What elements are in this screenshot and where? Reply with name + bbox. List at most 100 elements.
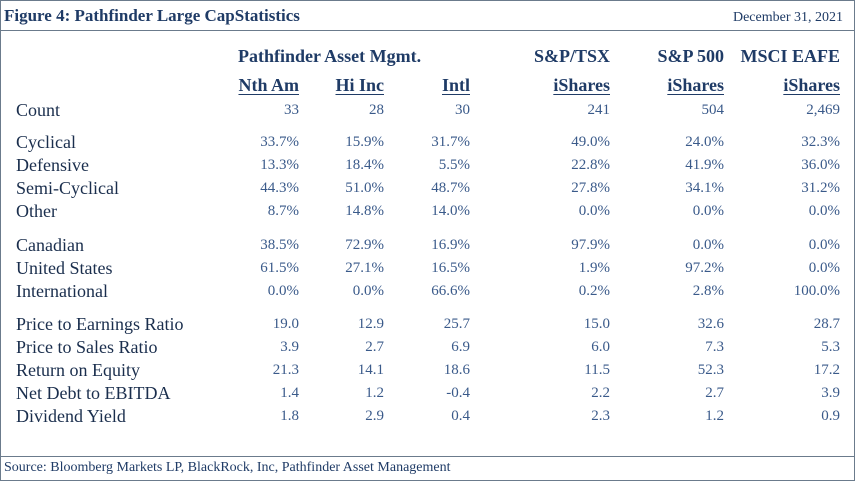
column-header-eafe-ishares: iShares [783, 75, 840, 95]
table-row: Cyclical 33.7% 15.9% 31.7% 49.0% 24.0% 32.3% [0, 132, 855, 154]
row-label: Count [16, 100, 61, 120]
table-cell: 14.1 [357, 362, 384, 378]
group-header-eafe: MSCI EAFE [740, 46, 840, 66]
table-cell: 41.9% [685, 157, 724, 173]
table-cell: 8.7% [267, 203, 299, 219]
table-cell: 2.9 [365, 408, 384, 424]
row-label: Return on Equity [16, 360, 140, 380]
table-cell: 36.0% [801, 157, 840, 173]
table-cell: 1.2 [365, 385, 384, 401]
table-cell: 2.2 [591, 385, 610, 401]
table-cell: 16.9% [431, 237, 470, 253]
row-label: Dividend Yield [16, 406, 126, 426]
table-cell: 0.2% [578, 283, 610, 299]
table-cell: 5.5% [438, 157, 470, 173]
table-cell: 1.8 [280, 408, 299, 424]
column-header-sp500-ishares: iShares [667, 75, 724, 95]
table-cell: -0.4 [446, 385, 470, 401]
table-cell: 14.8% [345, 203, 384, 219]
row-label: Canadian [16, 235, 84, 255]
table-cell: 2.3 [591, 408, 610, 424]
table-cell: 0.0% [808, 237, 840, 253]
table-row: Canadian 38.5% 72.9% 16.9% 97.9% 0.0% 0.0% [0, 235, 855, 257]
table-cell: 48.7% [431, 180, 470, 196]
table-cell: 0.0% [692, 203, 724, 219]
table-cell: 19.0 [272, 316, 299, 332]
group-header-pathfinder: Pathfinder Asset Mgmt. [238, 46, 422, 66]
table-cell: 31.2% [801, 180, 840, 196]
row-label: Semi-Cyclical [16, 178, 119, 198]
table-row: Defensive 13.3% 18.4% 5.5% 22.8% 41.9% 36.0% [0, 155, 855, 177]
table-cell: 24.0% [685, 134, 724, 150]
table-row: Semi-Cyclical 44.3% 51.0% 48.7% 27.8% 34.1% 31… [0, 178, 855, 200]
table-cell: 13.3% [260, 157, 299, 173]
table-cell: 66.6% [431, 283, 470, 299]
table-row: United States 61.5% 27.1% 16.5% 1.9% 97.2% 0.0… [0, 258, 855, 280]
table-cell: 28.7 [813, 316, 840, 332]
table-cell: 27.8% [571, 180, 610, 196]
table-cell: 15.9% [345, 134, 384, 150]
table-row: Price to Earnings Ratio 19.0 12.9 25.7 15.0 3… [0, 314, 855, 336]
source-note: Source: Bloomberg Markets LP, BlackRock,… [4, 460, 451, 475]
table-cell: 1.2 [705, 408, 724, 424]
table-row: Net Debt to EBITDA 1.4 1.2 -0.4 2.2 2.7 3.9 [0, 383, 855, 405]
group-header-tsx: S&P/TSX [533, 46, 610, 66]
table-cell: 17.2 [813, 362, 840, 378]
row-label: Other [16, 201, 57, 221]
table-cell: 32.3% [801, 134, 840, 150]
table-cell: 11.5 [584, 362, 610, 378]
table-cell: 33 [284, 102, 299, 118]
table-cell: 0.0% [352, 283, 384, 299]
table-cell: 34.1% [685, 180, 724, 196]
table-cell: 16.5% [431, 260, 470, 276]
table-cell: 5.3 [821, 339, 840, 355]
column-header-nth-am: Nth Am [238, 75, 299, 95]
table-cell: 28 [369, 102, 384, 118]
table-cell: 97.9% [571, 237, 610, 253]
table-cell: 0.0% [578, 203, 610, 219]
table-cell: 31.7% [431, 134, 470, 150]
table-cell: 0.4 [451, 408, 470, 424]
table-row: International 0.0% 0.0% 66.6% 0.2% 2.8% 100.0% [0, 281, 855, 303]
table-cell: 27.1% [345, 260, 384, 276]
table-cell: 0.9 [821, 408, 840, 424]
table-cell: 1.4 [280, 385, 299, 401]
table-cell: 2,469 [806, 102, 840, 118]
table-cell: 14.0% [431, 203, 470, 219]
table-cell: 0.0% [692, 237, 724, 253]
table-cell: 21.3 [272, 362, 299, 378]
table-cell: 18.6 [443, 362, 470, 378]
table-cell: 25.7 [443, 316, 470, 332]
table-row: Price to Sales Ratio 3.9 2.7 6.9 6.0 7.3 5.3 [0, 337, 855, 359]
row-label: International [16, 281, 108, 301]
table-cell: 72.9% [345, 237, 384, 253]
table-cell: 100.0% [793, 283, 840, 299]
table-row: Other 8.7% 14.8% 14.0% 0.0% 0.0% 0.0% [0, 201, 855, 223]
table-cell: 2.7 [705, 385, 724, 401]
figure-date: December 31, 2021 [732, 10, 843, 25]
row-label: Cyclical [16, 132, 76, 152]
row-label: Price to Sales Ratio [16, 337, 158, 357]
table-cell: 51.0% [345, 180, 384, 196]
table-cell: 32.6 [697, 316, 724, 332]
table-row: Dividend Yield 1.8 2.9 0.4 2.3 1.2 0.9 [0, 406, 855, 428]
table-cell: 12.9 [357, 316, 384, 332]
table-cell: 241 [587, 102, 611, 118]
source-divider [1, 456, 854, 457]
table-row: Return on Equity 21.3 14.1 18.6 11.5 52.3 17.2 [0, 360, 855, 382]
row-label: United States [16, 258, 113, 278]
figure-title: Figure 4: Pathfinder Large CapStatistics [4, 6, 300, 25]
table-cell: 3.9 [821, 385, 840, 401]
row-label: Defensive [16, 155, 89, 175]
table-cell: 44.3% [260, 180, 299, 196]
table-cell: 18.4% [345, 157, 384, 173]
table-cell: 61.5% [260, 260, 299, 276]
table-row: Count 33 28 30 241 504 2,469 [0, 100, 855, 122]
table-cell: 504 [701, 102, 725, 118]
column-header-hi-inc: Hi Inc [335, 75, 384, 95]
column-header-intl: Intl [441, 75, 470, 95]
table-cell: 0.0% [267, 283, 299, 299]
table-cell: 30 [455, 102, 470, 118]
table-cell: 15.0 [583, 316, 610, 332]
table-cell: 33.7% [260, 134, 299, 150]
